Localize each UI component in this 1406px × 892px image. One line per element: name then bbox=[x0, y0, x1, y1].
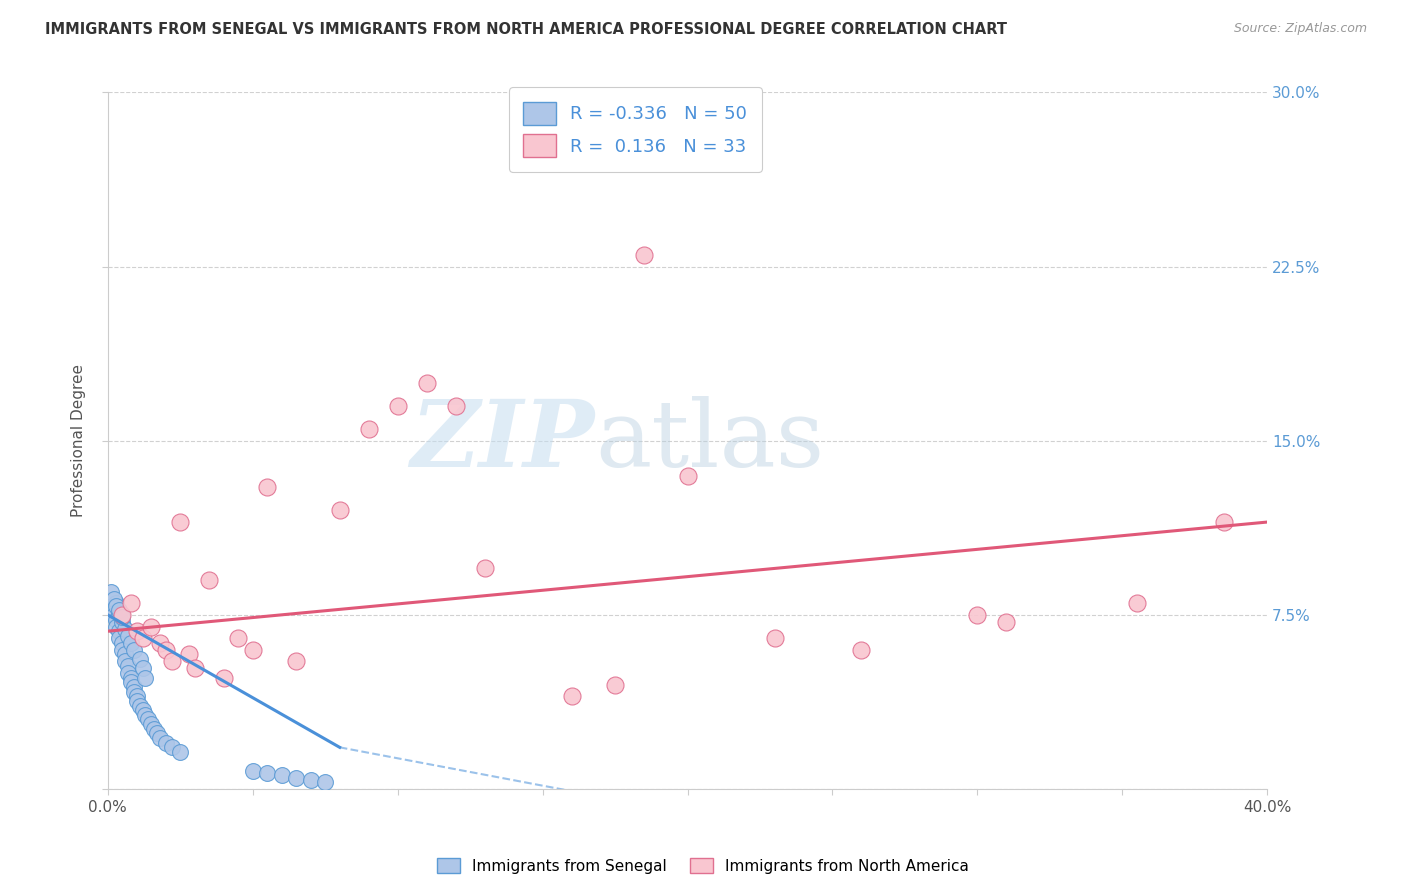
Point bbox=[111, 615, 134, 629]
Point bbox=[111, 642, 134, 657]
Point bbox=[995, 615, 1018, 629]
Point bbox=[125, 624, 148, 639]
Point bbox=[256, 480, 278, 494]
Point bbox=[851, 642, 873, 657]
Point bbox=[212, 671, 235, 685]
Point bbox=[314, 775, 336, 789]
Point bbox=[128, 698, 150, 713]
Point bbox=[125, 690, 148, 704]
Point bbox=[1212, 515, 1234, 529]
Point bbox=[1126, 596, 1149, 610]
Point bbox=[242, 642, 264, 657]
Point bbox=[242, 764, 264, 778]
Point bbox=[105, 613, 128, 627]
Point bbox=[763, 631, 786, 645]
Point bbox=[131, 661, 153, 675]
Point bbox=[117, 659, 139, 673]
Point bbox=[155, 642, 177, 657]
Point bbox=[270, 768, 292, 782]
Point bbox=[561, 690, 583, 704]
Point bbox=[103, 601, 125, 615]
Point bbox=[141, 619, 163, 633]
Point bbox=[603, 678, 626, 692]
Point bbox=[114, 654, 136, 668]
Point bbox=[100, 584, 122, 599]
Point bbox=[108, 624, 131, 639]
Point bbox=[149, 636, 172, 650]
Point bbox=[160, 740, 183, 755]
Point bbox=[105, 599, 128, 613]
Point bbox=[149, 731, 172, 745]
Point bbox=[114, 648, 136, 662]
Point bbox=[131, 631, 153, 645]
Point bbox=[676, 468, 699, 483]
Point bbox=[108, 603, 131, 617]
Point bbox=[114, 622, 136, 636]
Point bbox=[117, 665, 139, 680]
Point bbox=[285, 654, 308, 668]
Point bbox=[122, 642, 145, 657]
Point bbox=[155, 736, 177, 750]
Text: IMMIGRANTS FROM SENEGAL VS IMMIGRANTS FROM NORTH AMERICA PROFESSIONAL DEGREE COR: IMMIGRANTS FROM SENEGAL VS IMMIGRANTS FR… bbox=[45, 22, 1007, 37]
Text: Source: ZipAtlas.com: Source: ZipAtlas.com bbox=[1233, 22, 1367, 36]
Point bbox=[299, 772, 322, 787]
Point bbox=[134, 707, 156, 722]
Y-axis label: Professional Degree: Professional Degree bbox=[72, 364, 86, 517]
Point bbox=[285, 771, 308, 785]
Point bbox=[128, 652, 150, 666]
Point bbox=[143, 722, 166, 736]
Point bbox=[103, 607, 125, 622]
Point bbox=[105, 596, 128, 610]
Text: atlas: atlas bbox=[595, 396, 824, 486]
Point bbox=[169, 745, 191, 759]
Point bbox=[357, 422, 380, 436]
Point bbox=[111, 607, 134, 622]
Legend: Immigrants from Senegal, Immigrants from North America: Immigrants from Senegal, Immigrants from… bbox=[432, 852, 974, 880]
Point bbox=[329, 503, 352, 517]
Point bbox=[120, 675, 142, 690]
Point bbox=[160, 654, 183, 668]
Point bbox=[131, 703, 153, 717]
Point bbox=[120, 596, 142, 610]
Point bbox=[966, 607, 988, 622]
Point bbox=[141, 717, 163, 731]
Point bbox=[111, 636, 134, 650]
Point bbox=[138, 713, 160, 727]
Point bbox=[122, 680, 145, 694]
Point bbox=[120, 671, 142, 685]
Point bbox=[415, 376, 437, 390]
Point bbox=[256, 765, 278, 780]
Point bbox=[146, 726, 169, 740]
Point bbox=[108, 606, 131, 620]
Legend: R = -0.336   N = 50, R =  0.136   N = 33: R = -0.336 N = 50, R = 0.136 N = 33 bbox=[509, 87, 762, 172]
Point bbox=[122, 684, 145, 698]
Point bbox=[184, 661, 207, 675]
Point bbox=[120, 636, 142, 650]
Point bbox=[108, 631, 131, 645]
Point bbox=[387, 399, 409, 413]
Point bbox=[474, 561, 496, 575]
Point bbox=[226, 631, 249, 645]
Point bbox=[633, 248, 655, 262]
Text: ZIP: ZIP bbox=[411, 396, 595, 486]
Point bbox=[103, 591, 125, 606]
Point bbox=[169, 515, 191, 529]
Point bbox=[105, 619, 128, 633]
Point bbox=[177, 648, 200, 662]
Point bbox=[111, 610, 134, 624]
Point bbox=[125, 694, 148, 708]
Point bbox=[134, 671, 156, 685]
Point bbox=[117, 629, 139, 643]
Point bbox=[198, 573, 221, 587]
Point bbox=[444, 399, 467, 413]
